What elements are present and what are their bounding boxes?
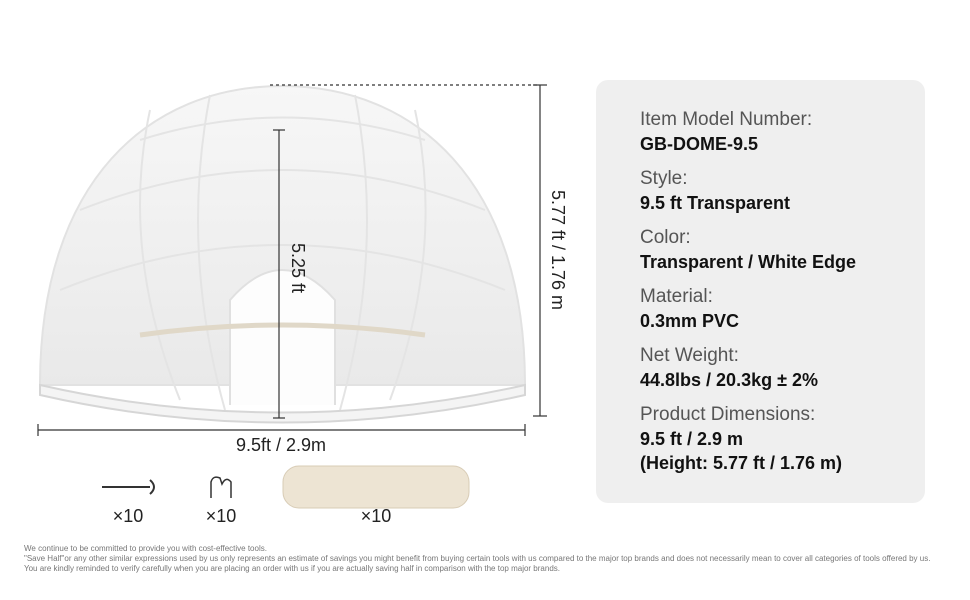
spec-list: Item Model Number: GB-DOME-9.5 Style: 9.5 f… [640, 108, 856, 486]
spec-item: Item Model Number: GB-DOME-9.5 [640, 108, 856, 156]
spec-label: Style: [640, 168, 688, 189]
spec-value: 44.8lbs / 20.3kg ± 2% [640, 370, 818, 390]
sandbag-icon [282, 465, 470, 509]
spec-item: Net Weight: 44.8lbs / 20.3kg ± 2% [640, 344, 856, 392]
spec-value: (Height: 5.77 ft / 1.76 m) [640, 453, 843, 473]
diameter-label: 9.5ft / 2.9m [236, 435, 326, 455]
spec-label: Material: [640, 286, 713, 307]
spec-value: 0.3mm PVC [640, 311, 740, 331]
disclaimer-line: "Save Half"or any other similar expressi… [24, 554, 931, 563]
spec-label: Product Dimensions: [640, 404, 816, 425]
spec-value: 9.5 ft / 2.9 m [640, 429, 744, 449]
disclaimer: We continue to be committed to provide y… [24, 544, 960, 574]
quantity-label: ×10 [361, 506, 392, 526]
quantity-label: ×10 [113, 506, 144, 526]
stake-icon [102, 479, 155, 495]
total-height-label: 5.77 ft / 1.76 m [548, 190, 568, 310]
spec-label: Net Weight: [640, 345, 739, 366]
quantity-label: ×10 [206, 506, 237, 526]
spec-item: Color: Transparent / White Edge [640, 226, 856, 274]
spec-label: Item Model Number: [640, 109, 813, 130]
disclaimer-line: You are kindly reminded to verify carefu… [24, 564, 560, 573]
dimension-lines [37, 84, 547, 436]
spec-value: 9.5 ft Transparent [640, 193, 791, 213]
spec-item: Product Dimensions: 9.5 ft / 2.9 m (Height… [640, 403, 856, 475]
spec-panel: Item Model Number: GB-DOME-9.5 Style: 9.5 f… [596, 80, 925, 503]
dome [38, 84, 527, 424]
product-drawing: 5.25 ft 5.77 ft / 1.76 m 9.5ft / 2.9m ×1… [37, 84, 568, 526]
spec-item: Material: 0.3mm PVC [640, 285, 856, 333]
spec-value: Transparent / White Edge [640, 252, 857, 272]
spec-value: GB-DOME-9.5 [640, 134, 759, 154]
disclaimer-line: We continue to be committed to provide y… [24, 544, 267, 553]
inner-height-label: 5.25 ft [288, 243, 308, 293]
hook-icon [210, 476, 232, 498]
spec-label: Color: [640, 227, 691, 248]
spec-item: Style: 9.5 ft Transparent [640, 167, 856, 215]
